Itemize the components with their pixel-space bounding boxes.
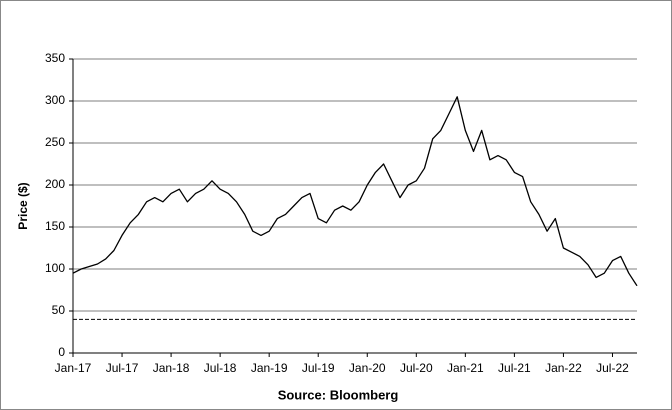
- x-tick-label: Jul-18: [204, 361, 237, 375]
- y-tick-label: 350: [45, 51, 65, 65]
- x-tick-label: Jul-20: [400, 361, 433, 375]
- x-tick-label: Jan-22: [545, 361, 582, 375]
- source: Source: Bloomberg: [278, 387, 399, 402]
- x-tick-label: Jul-22: [596, 361, 629, 375]
- y-tick-label: 0: [58, 345, 65, 359]
- x-tick-label: Jan-19: [251, 361, 288, 375]
- x-tick-label: Jul-21: [498, 361, 531, 375]
- y-tick-label: 150: [45, 219, 65, 233]
- x-tick-label: Jan-20: [349, 361, 386, 375]
- y-axis-label: Price ($): [16, 182, 30, 229]
- x-tick-label: Jan-17: [55, 361, 92, 375]
- x-tick-label: Jul-19: [302, 361, 335, 375]
- y-tick-label: 100: [45, 261, 65, 275]
- x-tick-label: Jul-17: [106, 361, 139, 375]
- x-tick-label: Jan-21: [447, 361, 484, 375]
- y-tick-label: 300: [45, 93, 65, 107]
- y-tick-label: 250: [45, 135, 65, 149]
- x-tick-label: Jan-18: [153, 361, 190, 375]
- y-tick-label: 50: [52, 303, 66, 317]
- y-tick-label: 200: [45, 177, 65, 191]
- price-line: [72, 96, 638, 287]
